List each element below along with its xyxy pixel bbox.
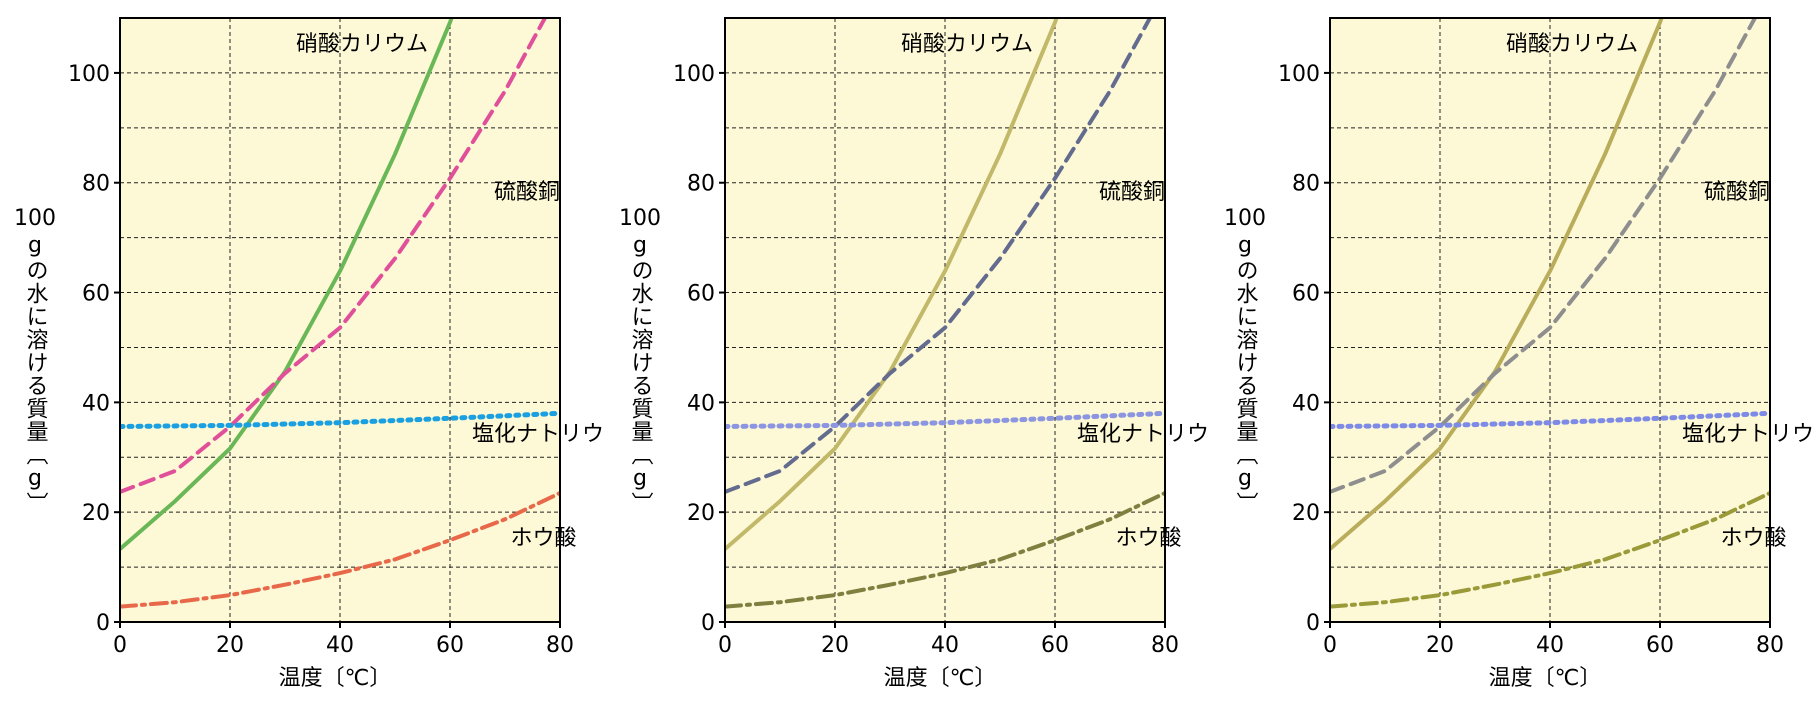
x-tick-label: 0 [718, 633, 732, 658]
x-tick-label: 80 [1756, 633, 1784, 658]
grid [1330, 18, 1770, 622]
series-line-0 [120, 18, 454, 551]
y-tick-label: 0 [96, 611, 110, 636]
series-label-3: ホウ酸 [1116, 526, 1182, 551]
y-axis-label-body: の水に溶ける質量 [627, 259, 653, 443]
y-axis-label-top: 100 g [14, 206, 56, 258]
x-tick-label: 40 [931, 633, 959, 658]
x-tick-label: 20 [216, 633, 244, 658]
y-tick-label: 40 [1292, 391, 1320, 416]
x-tick-label: 20 [1426, 633, 1454, 658]
x-tick-label: 80 [1151, 633, 1179, 658]
y-axis-label-top: 100 g [619, 206, 661, 258]
y-tick-label: 80 [687, 172, 715, 197]
y-tick-label: 80 [1292, 172, 1320, 197]
x-tick-label: 40 [326, 633, 354, 658]
grid [725, 18, 1165, 622]
y-axis-label: 100 g の水に溶ける質量 〔g〕 [5, 205, 65, 515]
series-line-2 [725, 410, 1165, 429]
y-tick-label: 100 [1278, 62, 1320, 87]
x-tick-label: 0 [1323, 633, 1337, 658]
series-label-0: 硝酸カリウム [901, 32, 1033, 57]
series-line-1 [120, 18, 548, 494]
series-label-1: 硫酸銅 [1099, 180, 1165, 205]
y-tick-label: 40 [687, 391, 715, 416]
x-axis-label: 温度〔℃〕 [1488, 666, 1602, 691]
y-tick-label: 100 [68, 62, 110, 87]
y-axis-label: 100 g の水に溶ける質量 〔g〕 [610, 205, 670, 515]
x-tick-label: 80 [546, 633, 574, 658]
y-tick-label: 20 [1292, 501, 1320, 526]
series-line-1 [1330, 18, 1758, 494]
x-axis-label: 温度〔℃〕 [278, 666, 392, 691]
chart-svg: 硝酸カリウム硫酸銅塩化ナトリウムホウ酸 0 20 40 60 80 100 0 20 40 60 80 [1278, 17, 1815, 658]
series-label-1: 硫酸銅 [494, 180, 560, 205]
series-line-3 [1330, 491, 1770, 609]
series-label-2: 塩化ナトリウム [1682, 422, 1815, 447]
series-label-2: 塩化ナトリウム [472, 422, 605, 447]
x-tick-label: 20 [821, 633, 849, 658]
chart-left: 硝酸カリウム硫酸銅塩化ナトリウムホウ酸 0 20 40 60 80 100 0 20 40 60 80… [0, 0, 605, 702]
series-line-0 [725, 18, 1059, 551]
chart-middle: 硝酸カリウム硫酸銅塩化ナトリウムホウ酸 0 20 40 60 80 100 0 20 40 60 80… [605, 0, 1210, 702]
y-tick-label: 60 [687, 282, 715, 307]
series-label-0: 硝酸カリウム [1506, 32, 1638, 57]
y-tick-label: 40 [82, 391, 110, 416]
y-tick-label: 60 [1292, 282, 1320, 307]
x-axis-label: 温度〔℃〕 [883, 666, 997, 691]
chart-svg: 硝酸カリウム硫酸銅塩化ナトリウムホウ酸 0 20 40 60 80 100 0 20 40 60 80 [68, 17, 605, 658]
series-label-2: 塩化ナトリウム [1077, 422, 1210, 447]
series-label-3: ホウ酸 [1721, 526, 1787, 551]
chart-right: 硝酸カリウム硫酸銅塩化ナトリウムホウ酸 0 20 40 60 80 100 0 20 40 60 80… [1210, 0, 1815, 702]
y-axis-label-unit: 〔g〕 [627, 443, 653, 515]
series-line-2 [1330, 410, 1770, 429]
x-tick-label: 0 [113, 633, 127, 658]
y-tick-label: 20 [82, 501, 110, 526]
y-axis-label-body: の水に溶ける質量 [22, 259, 48, 443]
series-line-1 [725, 18, 1153, 494]
x-tick-label: 40 [1536, 633, 1564, 658]
series-line-3 [120, 491, 560, 609]
y-axis-label-top: 100 g [1224, 206, 1266, 258]
y-axis-label: 100 g の水に溶ける質量 〔g〕 [1215, 205, 1275, 515]
y-tick-label: 80 [82, 172, 110, 197]
series-line-3 [725, 491, 1165, 609]
series-line-0 [1330, 18, 1664, 551]
series-label-0: 硝酸カリウム [296, 32, 428, 57]
y-tick-label: 60 [82, 282, 110, 307]
series-line-2 [120, 410, 560, 429]
y-tick-label: 20 [687, 501, 715, 526]
chart-svg: 硝酸カリウム硫酸銅塩化ナトリウムホウ酸 0 20 40 60 80 100 0 20 40 60 80 [673, 17, 1210, 658]
series-label-1: 硫酸銅 [1704, 180, 1770, 205]
x-tick-label: 60 [436, 633, 464, 658]
y-tick-label: 100 [673, 62, 715, 87]
y-tick-label: 0 [701, 611, 715, 636]
y-tick-label: 0 [1306, 611, 1320, 636]
x-tick-label: 60 [1041, 633, 1069, 658]
y-axis-label-unit: 〔g〕 [22, 443, 48, 515]
x-tick-label: 60 [1646, 633, 1674, 658]
y-axis-label-unit: 〔g〕 [1232, 443, 1258, 515]
series-label-3: ホウ酸 [511, 526, 577, 551]
y-axis-label-body: の水に溶ける質量 [1232, 259, 1258, 443]
